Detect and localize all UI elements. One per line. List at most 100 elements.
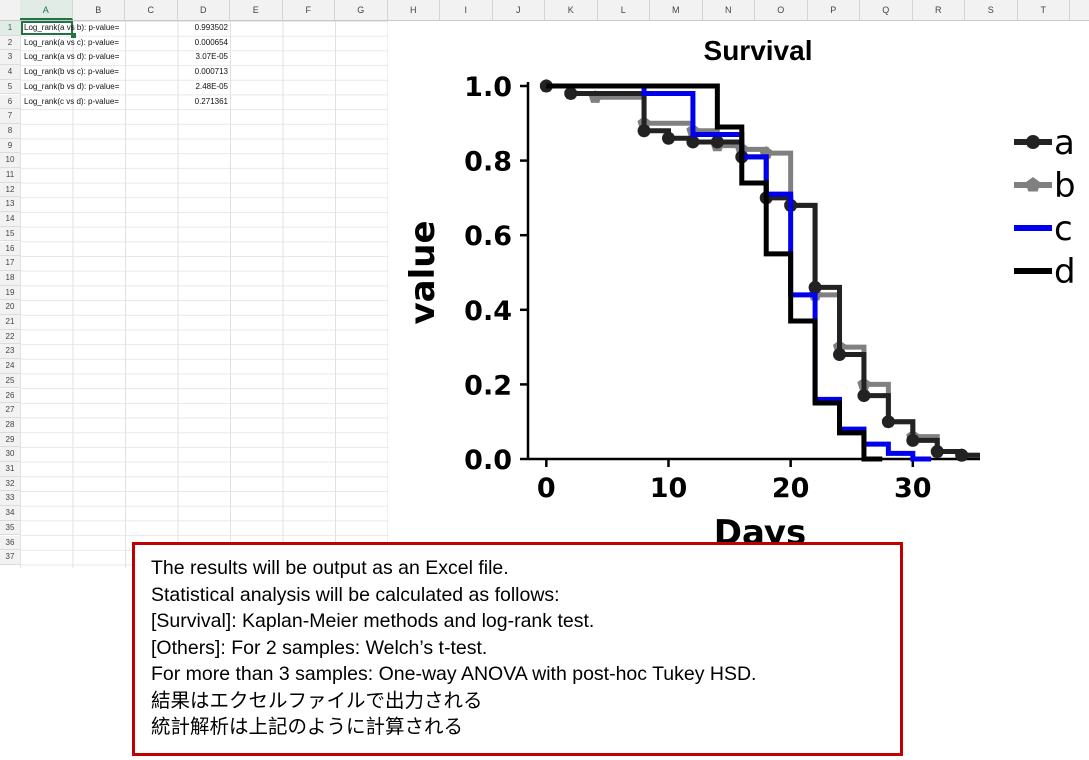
legend-marker-a (1026, 135, 1040, 149)
row-header-1[interactable]: 1 (0, 21, 20, 36)
row-header-19[interactable]: 19 (0, 285, 20, 301)
row-header-33[interactable]: 33 (0, 491, 20, 507)
cell-a1[interactable]: Log_rank(a vs b): p-value= (24, 23, 120, 32)
row-header-18[interactable]: 18 (0, 270, 20, 286)
cell-d5[interactable]: 2.48E-05 (195, 81, 228, 91)
row-header-6[interactable]: 6 (0, 94, 20, 110)
row-header-25[interactable]: 25 (0, 373, 20, 389)
row-header-26[interactable]: 26 (0, 388, 20, 404)
column-header-h[interactable]: H (388, 0, 440, 20)
row-header-34[interactable]: 34 (0, 506, 20, 521)
cell-a3[interactable]: Log_rank(a vs d): p-value= (24, 52, 120, 62)
note-line: [Survival]: Kaplan-Meier methods and log… (151, 610, 595, 632)
row-header-28[interactable]: 28 (0, 417, 20, 433)
row-header-32[interactable]: 32 (0, 476, 20, 492)
row-header-2[interactable]: 2 (0, 35, 20, 51)
chart-canvas: Survival 0.0 0.2 0.4 0.6 0.8 1.0 0 10 20 30 Days val… (403, 35, 1076, 542)
cell-a5[interactable]: Log_rank(b vs d): p-value= (24, 81, 120, 91)
row-header-16[interactable]: 16 (0, 241, 20, 257)
cell-a6[interactable]: Log_rank(c vs d): p-value= (24, 96, 119, 106)
column-header-o[interactable]: O (755, 0, 808, 20)
row-header-13[interactable]: 13 (0, 197, 20, 213)
column-header-j[interactable]: J (493, 0, 545, 20)
column-header-n[interactable]: N (703, 0, 755, 20)
y-tick-label: 0.0 (464, 445, 512, 476)
row-header-5[interactable]: 5 (0, 79, 20, 95)
row-header-9[interactable]: 9 (0, 138, 20, 154)
column-header-b[interactable]: B (73, 0, 125, 20)
row-header-22[interactable]: 22 (0, 329, 20, 345)
row-header-17[interactable]: 17 (0, 256, 20, 271)
legend-label-d: d (1054, 252, 1076, 292)
x-tick-label: 10 (650, 473, 688, 504)
column-header-a[interactable]: A (20, 0, 73, 20)
row-header-36[interactable]: 36 (0, 535, 20, 551)
row-header-7[interactable]: 7 (0, 109, 20, 124)
info-note-box: The results will be output as an Excel f… (132, 542, 903, 756)
column-header-p[interactable]: P (808, 0, 860, 20)
cell-d1[interactable]: 0.993502 (194, 23, 228, 32)
row-header-27[interactable]: 27 (0, 403, 20, 418)
fill-handle[interactable] (71, 33, 76, 38)
selected-cell-a1[interactable] (21, 21, 73, 35)
cell-a4[interactable]: Log_rank(b vs c): p-value= (24, 67, 119, 77)
row-header-3[interactable]: 3 (0, 50, 20, 66)
data-point-a (955, 448, 969, 462)
row-header-30[interactable]: 30 (0, 447, 20, 462)
row-header-12[interactable]: 12 (0, 182, 20, 198)
row-header-10[interactable]: 10 (0, 153, 20, 168)
column-header-i[interactable]: I (440, 0, 493, 20)
cell-d3[interactable]: 3.07E-05 (195, 52, 228, 62)
row-header-14[interactable]: 14 (0, 212, 20, 227)
data-point-a (686, 135, 700, 149)
row-header-24[interactable]: 24 (0, 359, 20, 374)
data-point-a (564, 86, 578, 100)
cell-grid[interactable] (20, 21, 388, 568)
note-line: Statistical analysis will be calculated … (151, 583, 560, 606)
note-line: The results will be output as an Excel f… (151, 557, 509, 579)
x-axis-label: Days (714, 513, 807, 542)
column-header-d[interactable]: D (178, 0, 230, 20)
row-header-4[interactable]: 4 (0, 65, 20, 80)
row-header-15[interactable]: 15 (0, 226, 20, 242)
column-header-f[interactable]: F (283, 0, 335, 20)
data-point-a (881, 415, 895, 429)
x-tick-label: 20 (772, 473, 810, 504)
column-header-t[interactable]: T (1018, 0, 1070, 20)
row-header-35[interactable]: 35 (0, 520, 20, 536)
y-tick-label: 0.4 (464, 296, 512, 327)
column-header-q[interactable]: Q (860, 0, 913, 20)
data-point-a (930, 445, 944, 459)
cell-a2[interactable]: Log_rank(a vs c): p-value= (24, 37, 119, 47)
y-tick-label: 1.0 (464, 72, 512, 103)
row-header-31[interactable]: 31 (0, 462, 20, 477)
column-header-g[interactable]: G (335, 0, 388, 20)
note-line: 結果はエクセルファイルで出力される (151, 689, 483, 712)
cell-d2[interactable]: 0.000654 (194, 37, 228, 47)
data-point-a (808, 280, 822, 294)
column-header-k[interactable]: K (545, 0, 598, 20)
note-line: [Others]: For 2 samples: Welch’s t-test. (151, 636, 488, 659)
row-header-21[interactable]: 21 (0, 315, 20, 330)
column-header-m[interactable]: M (650, 0, 703, 20)
cell-d4[interactable]: 0.000713 (194, 67, 228, 77)
column-header-c[interactable]: C (125, 0, 178, 20)
column-header-l[interactable]: L (598, 0, 650, 20)
chart-title: Survival (704, 35, 813, 66)
column-header-s[interactable]: S (965, 0, 1018, 20)
cell-d6[interactable]: 0.271361 (194, 96, 228, 106)
column-header-e[interactable]: E (230, 0, 283, 20)
row-header-23[interactable]: 23 (0, 344, 20, 360)
row-header-20[interactable]: 20 (0, 300, 20, 315)
row-header-29[interactable]: 29 (0, 432, 20, 448)
note-line: 統計解析は上記のように計算される (151, 716, 464, 738)
y-tick-label: 0.6 (464, 221, 512, 252)
row-header-11[interactable]: 11 (0, 168, 20, 183)
y-tick-label: 0.2 (464, 370, 512, 401)
column-header-r[interactable]: R (913, 0, 965, 20)
row-header-37[interactable]: 37 (0, 550, 20, 565)
data-point-a (833, 348, 847, 362)
series-line-a (546, 83, 980, 458)
row-header-8[interactable]: 8 (0, 123, 20, 139)
